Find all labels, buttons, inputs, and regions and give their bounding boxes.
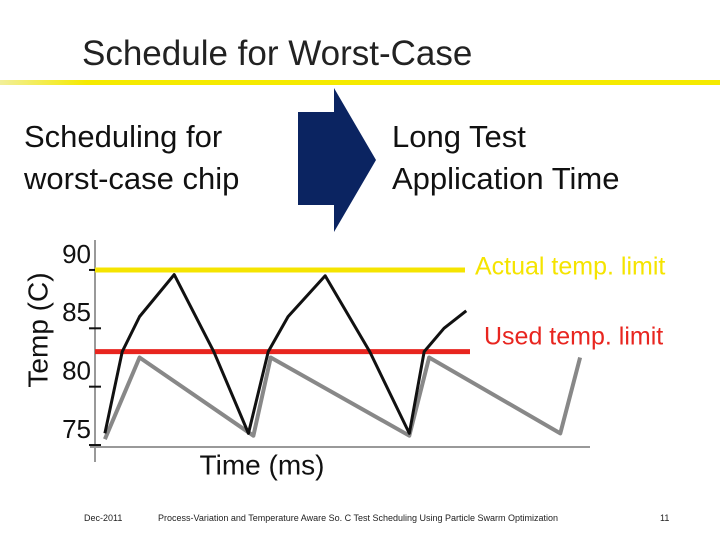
y-tick-label: 85 bbox=[62, 297, 91, 327]
slide-title: Schedule for Worst-Case bbox=[82, 34, 473, 73]
text-line: Scheduling for bbox=[24, 119, 223, 154]
footer-date: Dec-2011 bbox=[84, 513, 123, 523]
reference-label: Used temp. limit bbox=[484, 322, 663, 350]
text-line: Application Time bbox=[392, 161, 620, 196]
series-line bbox=[103, 273, 468, 435]
x-axis-label: Time (ms) bbox=[200, 449, 325, 480]
y-tick-label: 80 bbox=[62, 356, 91, 386]
reference-label: Actual temp. limit bbox=[475, 253, 665, 281]
text-line: worst-case chip bbox=[24, 161, 240, 196]
text-line: Long Test bbox=[392, 119, 526, 154]
page-number: 11 bbox=[660, 513, 670, 523]
left-text: Scheduling for worst-case chip bbox=[24, 116, 239, 200]
y-tick-label: 90 bbox=[62, 239, 91, 269]
y-tick-label: 75 bbox=[62, 414, 91, 444]
footer-text: Process-Variation and Temperature Aware … bbox=[158, 513, 559, 523]
right-text: Long Test Application Time bbox=[392, 116, 619, 200]
y-axis-label: Temp (C) bbox=[22, 272, 53, 387]
title-rule bbox=[0, 80, 720, 85]
arrow bbox=[298, 88, 376, 232]
series-line bbox=[103, 355, 583, 440]
